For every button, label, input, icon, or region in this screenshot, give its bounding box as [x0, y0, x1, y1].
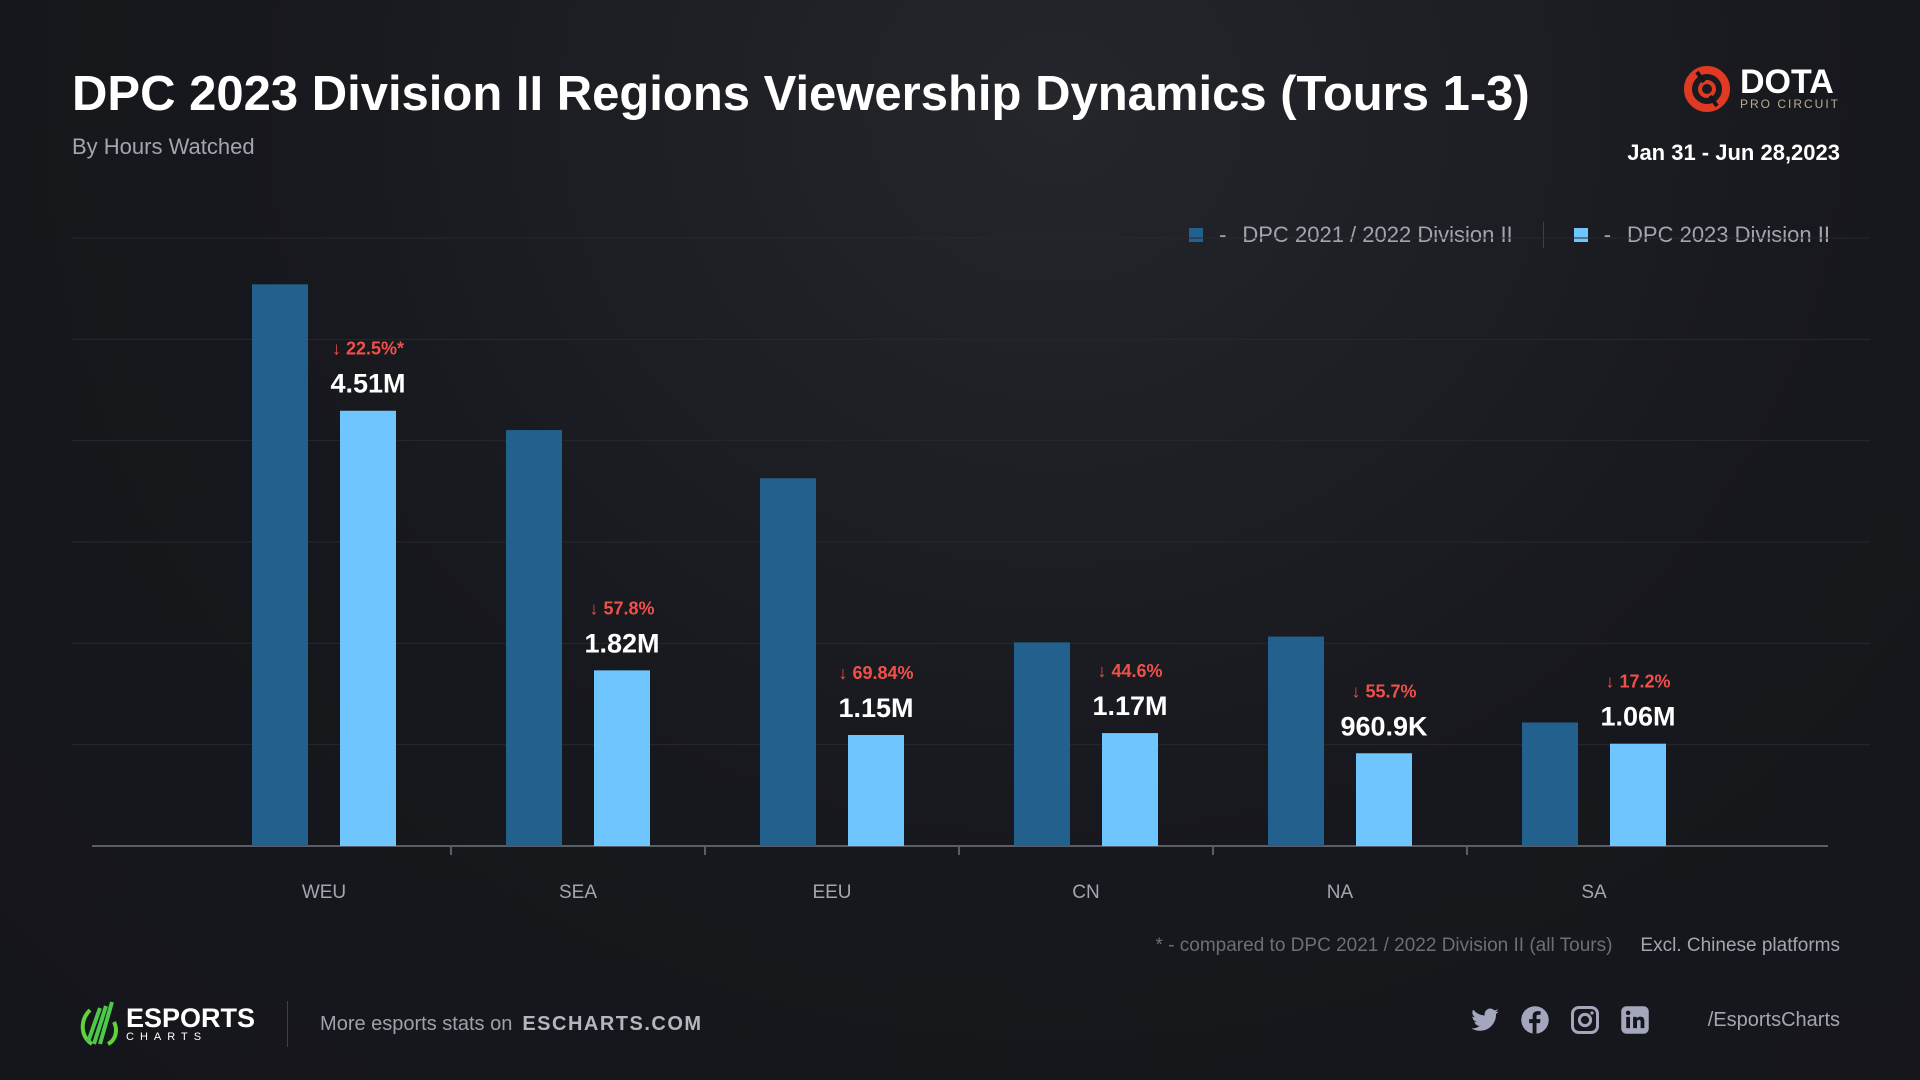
bar-2021-2022 [252, 284, 308, 846]
change-label: ↓ 69.84% [838, 663, 913, 683]
change-label: ↓ 22.5%* [332, 339, 404, 359]
logo-sub: PRO CIRCUIT [1740, 97, 1840, 111]
x-tick-label: SEA [559, 882, 597, 903]
esports-charts-logo-icon [80, 1001, 118, 1046]
bar-2023 [1610, 743, 1666, 846]
bar-2021-2022 [506, 430, 562, 846]
exclusion-note: Excl. Chinese platforms [1640, 935, 1840, 956]
x-tick-label: NA [1327, 882, 1354, 903]
change-label: ↓ 44.6% [1097, 661, 1162, 681]
x-tick-label: WEU [302, 882, 346, 903]
brand-word: ESPORTS [126, 1003, 256, 1033]
value-label: 1.82M [584, 628, 659, 658]
instagram-icon[interactable] [1570, 1005, 1600, 1035]
bar-2023 [1356, 753, 1412, 846]
x-tick-label: SA [1581, 882, 1607, 903]
footnote: * - compared to DPC 2021 / 2022 Division… [1155, 935, 1613, 956]
legend-label: DPC 2021 / 2022 Division II [1242, 222, 1513, 247]
bar-2021-2022 [1268, 636, 1324, 846]
value-label: 1.17M [1092, 691, 1167, 721]
x-tick-label: CN [1072, 882, 1099, 903]
bar-2023 [594, 670, 650, 846]
chart-notes: * - compared to DPC 2021 / 2022 Division… [1156, 935, 1841, 957]
bar-2023 [1102, 733, 1158, 846]
footer-divider [287, 1001, 289, 1047]
bar-2021-2022 [1522, 722, 1578, 846]
bar-2023 [340, 410, 396, 846]
dota-emblem-icon [1684, 66, 1730, 112]
legend-dash: - [1219, 222, 1227, 247]
change-label: ↓ 57.8% [589, 598, 654, 618]
page-subtitle: By Hours Watched [72, 134, 255, 159]
bar-2023 [848, 735, 904, 846]
footer-brand: ESPORTS CHARTS More esports stats on ESCH… [78, 1000, 703, 1048]
dota-pro-circuit-logo: DOTA PRO CIRCUIT [1682, 64, 1840, 114]
x-tick-label: EEU [812, 882, 851, 903]
twitter-icon[interactable] [1470, 1005, 1500, 1035]
value-label: 1.15M [838, 693, 913, 723]
change-label: ↓ 55.7% [1351, 681, 1416, 701]
value-label: 4.51M [330, 369, 405, 399]
legend-label: DPC 2023 Division II [1627, 222, 1830, 247]
logo-word: DOTA [1740, 63, 1834, 101]
value-label: 960.9K [1340, 711, 1428, 741]
brand-sub: CHARTS [126, 1031, 208, 1043]
social-handle: /EsportsCharts [1707, 1008, 1840, 1031]
page-title: DPC 2023 Division II Regions Viewership … [72, 67, 1530, 121]
legend-item-2023: - DPC 2023 Division II [1573, 222, 1830, 248]
legend-dash: - [1603, 222, 1612, 247]
facebook-icon[interactable] [1520, 1005, 1550, 1035]
value-label: 1.06M [1600, 702, 1675, 732]
bar-2021-2022 [760, 478, 816, 846]
change-label: ↓ 17.2% [1605, 672, 1670, 692]
legend-divider [1542, 222, 1544, 248]
linkedin-icon[interactable] [1620, 1005, 1650, 1035]
social-links: /EsportsCharts [1470, 1005, 1840, 1035]
more-stats-text: More esports stats on [320, 1012, 513, 1035]
date-range: Jan 31 - Jun 28,2023 [1627, 140, 1840, 165]
site-link[interactable]: ESCHARTS.COM [522, 1012, 703, 1035]
bar-2021-2022 [1014, 642, 1070, 846]
